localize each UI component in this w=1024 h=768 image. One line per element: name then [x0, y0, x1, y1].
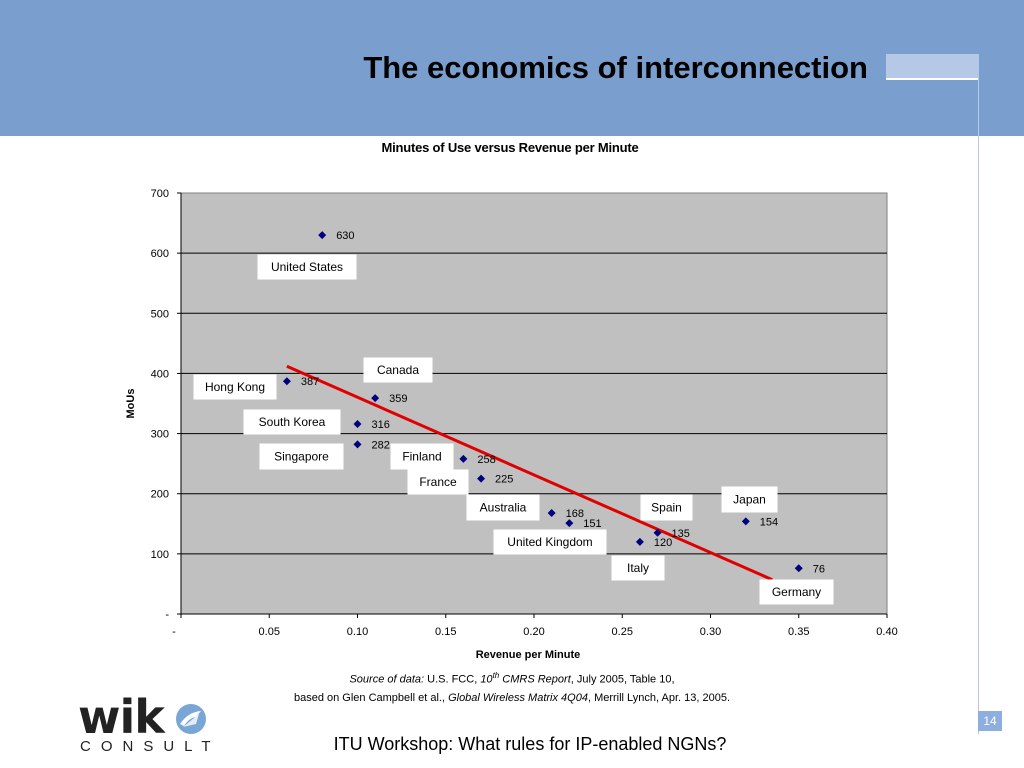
page-number: 14 — [978, 711, 1002, 731]
logo-swoosh-icon — [176, 704, 206, 734]
data-value-label: 151 — [583, 518, 601, 530]
source-text-3: based on Glen Campbell et al., — [293, 692, 449, 704]
data-value-label: 225 — [495, 474, 513, 486]
source-prefix: Source of data: — [349, 673, 425, 686]
country-label-box — [243, 409, 341, 435]
data-point-marker — [653, 528, 662, 537]
data-point-marker — [459, 454, 468, 463]
country-label-box — [721, 486, 778, 513]
data-point-marker — [353, 440, 362, 449]
y-tick-label: 700 — [151, 188, 169, 200]
data-value-label: 120 — [654, 537, 672, 549]
x-tick-label: 0.40 — [876, 626, 897, 638]
country-label-box — [363, 357, 433, 383]
logo-word: wik — [78, 690, 165, 744]
wik-consult-logo: wik CONSULT — [78, 690, 221, 760]
source-text-2: , July 2005, Table 10, — [570, 673, 675, 686]
data-value-label: 316 — [372, 419, 390, 431]
y-tick-label: 500 — [151, 308, 169, 320]
x-tick-label: - — [172, 626, 176, 638]
country-label-box — [259, 443, 344, 470]
source-text-4: , Merrill Lynch, Apr. 13, 2005. — [587, 692, 731, 704]
data-value-label: 630 — [336, 230, 354, 242]
scatter-chart: - 100 200 300 400 500 600 700 - 0.05 0.10 0.15 0.20 0… — [125, 188, 898, 661]
data-point-marker — [282, 377, 291, 386]
source-report-name: CMRS Report — [499, 673, 571, 686]
country-label: Canada — [377, 363, 419, 377]
slide-title: The economics of interconnection — [363, 50, 868, 85]
data-point-marker — [794, 564, 803, 573]
country-label-box — [640, 494, 693, 521]
x-tick-label: 0.30 — [700, 626, 721, 638]
country-label: South Korea — [259, 415, 326, 429]
country-label: Germany — [772, 585, 821, 599]
x-tick-label: 0.20 — [523, 626, 544, 638]
x-tick-label: 0.10 — [347, 626, 368, 638]
data-point-marker — [371, 394, 380, 403]
y-tick-label: 200 — [151, 489, 169, 501]
data-point-marker — [547, 508, 556, 517]
country-label-box — [493, 529, 607, 555]
x-axis-label: Revenue per Minute — [476, 649, 581, 661]
country-label: United Kingdom — [507, 535, 592, 549]
country-label: Finland — [402, 450, 441, 464]
right-edge-line — [978, 54, 979, 734]
country-label-box — [759, 579, 834, 605]
country-label: United States — [271, 260, 343, 274]
data-point-marker — [565, 519, 574, 528]
data-point-marker — [635, 537, 644, 546]
country-label: France — [419, 475, 457, 489]
country-label-box — [193, 374, 277, 400]
data-value-label: 76 — [813, 563, 825, 575]
country-label-box — [390, 443, 454, 470]
source-report-num: 10 — [480, 673, 493, 686]
source-line-1: Source of data: U.S. FCC, 10th CMRS Repo… — [0, 671, 1024, 686]
country-label-box — [611, 555, 665, 581]
country-label: Singapore — [274, 450, 329, 464]
country-label: Australia — [480, 501, 527, 515]
source-matrix: Global Wireless Matrix 4Q04 — [448, 692, 588, 704]
footer-title: ITU Workshop: What rules for IP-enabled … — [333, 734, 727, 754]
data-value-label: 282 — [372, 439, 390, 451]
x-tick-label: 0.35 — [788, 626, 809, 638]
x-tick-label: 0.05 — [259, 626, 280, 638]
data-value-label: 168 — [566, 508, 584, 520]
country-label: Japan — [733, 493, 766, 507]
country-label: Spain — [651, 501, 682, 515]
data-value-label: 387 — [301, 376, 319, 388]
header-accent-bar — [886, 54, 979, 78]
data-value-label: 258 — [477, 454, 495, 466]
y-axis-label: MoUs — [125, 389, 137, 419]
header-band — [0, 0, 1024, 136]
source-line-2: based on Glen Campbell et al., Global Wi… — [0, 692, 1024, 704]
data-point-marker — [353, 419, 362, 428]
data-value-label: 135 — [672, 528, 690, 540]
source-report-sup: th — [492, 671, 500, 680]
y-tick-label: 300 — [151, 429, 169, 441]
x-tick-label: 0.25 — [612, 626, 633, 638]
y-tick-label: 600 — [151, 248, 169, 260]
data-value-label: 359 — [389, 393, 407, 405]
chart-title: Minutes of Use versus Revenue per Minute — [381, 140, 639, 155]
country-label-box — [466, 494, 540, 521]
country-label: Hong Kong — [205, 380, 265, 394]
data-point-marker — [318, 231, 327, 240]
country-label: Italy — [627, 561, 649, 575]
data-point-marker — [477, 474, 486, 483]
trendline — [286, 364, 773, 582]
x-tick-label: 0.15 — [435, 626, 456, 638]
country-label-box — [257, 254, 357, 280]
y-tick-label: 400 — [151, 368, 169, 380]
header-accent-line — [886, 78, 979, 80]
source-text-1: U.S. FCC, — [424, 673, 481, 686]
data-point-marker — [741, 517, 750, 526]
logo-subtitle: CONSULT — [80, 738, 221, 755]
y-tick-label: 100 — [151, 549, 169, 561]
country-label-box — [407, 469, 469, 495]
data-value-label: 154 — [760, 516, 778, 528]
y-tick-label: - — [165, 609, 169, 621]
